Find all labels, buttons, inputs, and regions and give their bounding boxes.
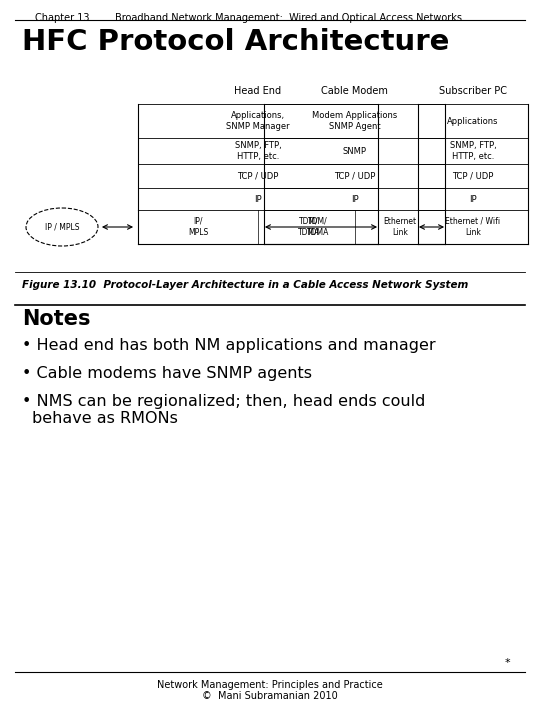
- Text: Applications: Applications: [447, 116, 499, 126]
- Text: • Cable modems have SNMP agents: • Cable modems have SNMP agents: [22, 366, 312, 381]
- Text: IP: IP: [469, 194, 477, 203]
- Text: Ethernet
Link: Ethernet Link: [383, 217, 416, 237]
- Text: TDM/
TDMA: TDM/ TDMA: [307, 217, 329, 237]
- Text: SNMP, FTP,
HTTP, etc.: SNMP, FTP, HTTP, etc.: [450, 141, 496, 161]
- Text: *: *: [504, 658, 510, 668]
- Text: • NMS can be regionalized; then, head ends could: • NMS can be regionalized; then, head en…: [22, 394, 426, 409]
- Text: Ethernet / Wifi
Link: Ethernet / Wifi Link: [446, 217, 501, 237]
- Text: IP/
MPLS: IP/ MPLS: [188, 217, 208, 237]
- Text: SNMP, FTP,
HTTP, etc.: SNMP, FTP, HTTP, etc.: [234, 141, 281, 161]
- Text: TCP / UDP: TCP / UDP: [334, 172, 375, 181]
- Text: ©  Mani Subramanian 2010: © Mani Subramanian 2010: [202, 691, 338, 701]
- Text: Head End: Head End: [234, 86, 281, 96]
- Text: Figure 13.10  Protocol-Layer Architecture in a Cable Access Network System: Figure 13.10 Protocol-Layer Architecture…: [22, 280, 468, 290]
- Text: HFC Protocol Architecture: HFC Protocol Architecture: [22, 28, 449, 56]
- Text: TCP / UDP: TCP / UDP: [453, 172, 494, 181]
- Text: Network Management: Principles and Practice: Network Management: Principles and Pract…: [157, 680, 383, 690]
- Text: IP: IP: [254, 194, 262, 203]
- Text: Modem Applications
SNMP Agent: Modem Applications SNMP Agent: [312, 111, 397, 131]
- Text: IP: IP: [350, 194, 359, 203]
- Text: behave as RMONs: behave as RMONs: [32, 411, 178, 426]
- Text: Broadband Network Management:  Wired and Optical Access Networks: Broadband Network Management: Wired and …: [115, 13, 462, 23]
- Text: TCP / UDP: TCP / UDP: [237, 172, 279, 181]
- Text: Cable Modem: Cable Modem: [321, 86, 388, 96]
- Text: Subscriber PC: Subscriber PC: [439, 86, 507, 96]
- Text: Notes: Notes: [22, 309, 91, 329]
- Text: TDM/
TDMA: TDM/ TDMA: [298, 217, 320, 237]
- Text: • Head end has both NM applications and manager: • Head end has both NM applications and …: [22, 338, 436, 353]
- Text: IP / MPLS: IP / MPLS: [45, 222, 79, 232]
- Text: Chapter 13: Chapter 13: [35, 13, 90, 23]
- Text: SNMP: SNMP: [342, 147, 367, 155]
- Text: Applications,
SNMP Manager: Applications, SNMP Manager: [226, 111, 290, 131]
